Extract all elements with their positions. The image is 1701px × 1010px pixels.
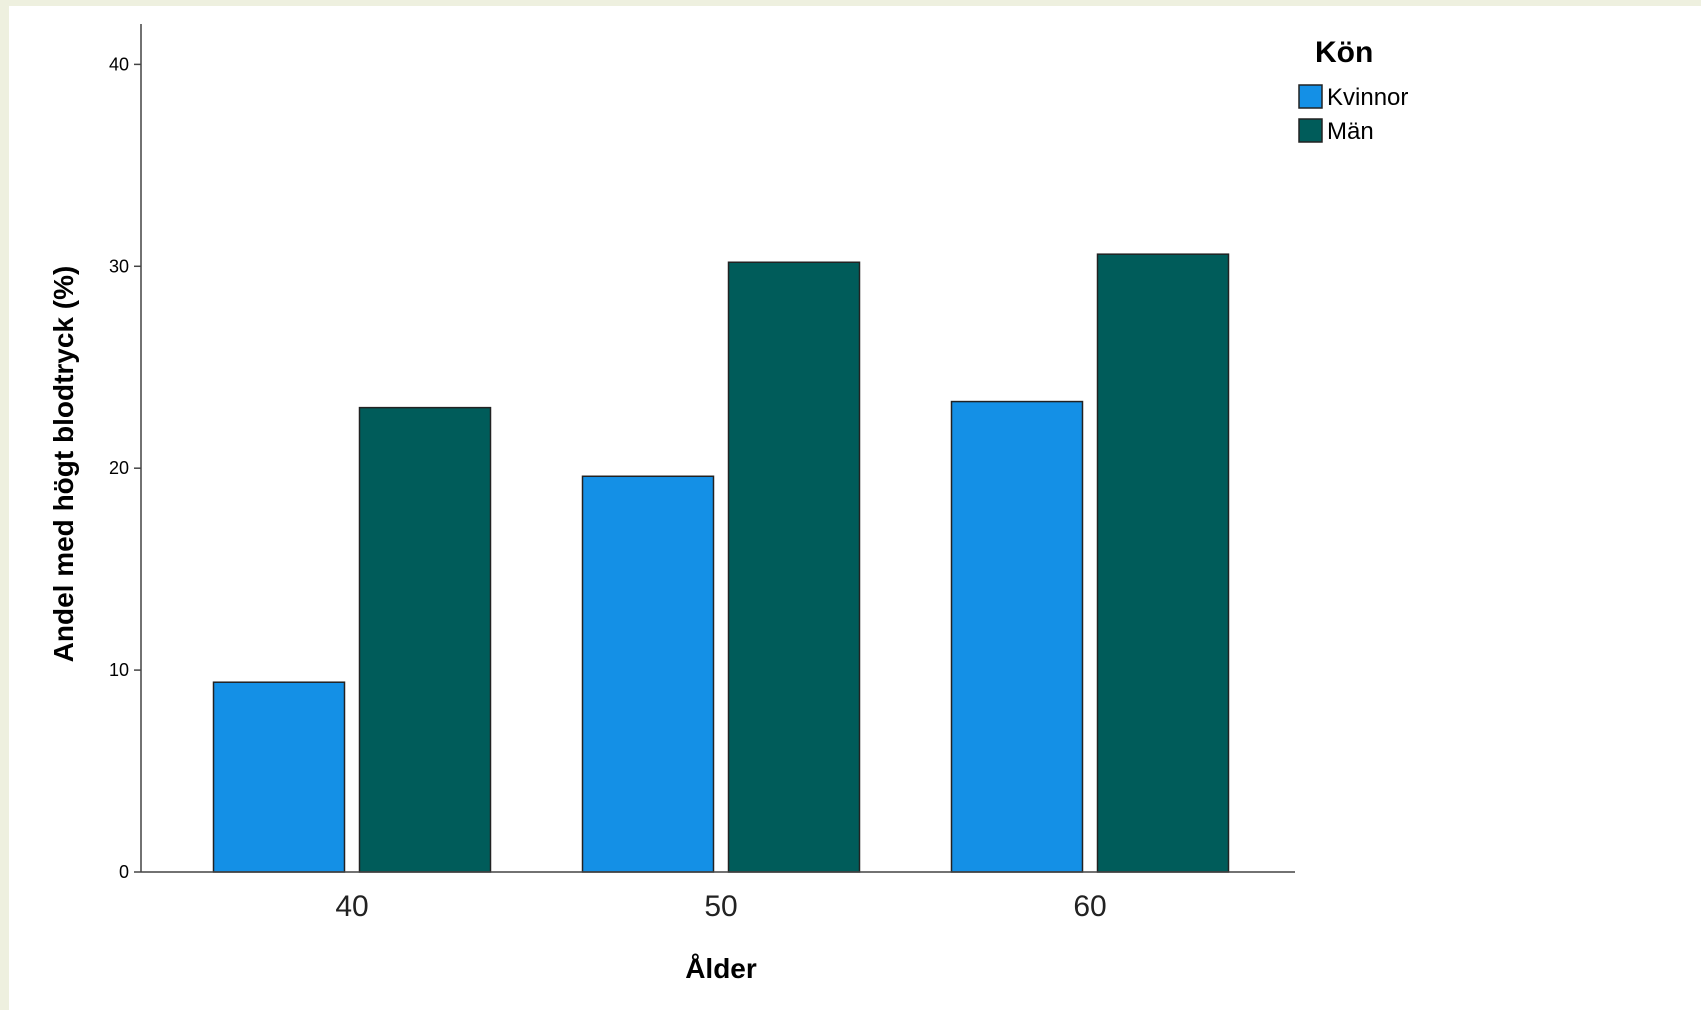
bar-kvinnor-40 bbox=[212, 681, 346, 873]
legend-label: Män bbox=[1327, 118, 1374, 145]
axes-layer bbox=[140, 24, 1295, 873]
bar-kvinnor-60 bbox=[950, 400, 1084, 873]
chart-frame: 0 10 20 30 40 40 50 60 Andel med högt blodtryc… bbox=[9, 6, 1701, 1010]
bar-man-50 bbox=[727, 261, 861, 873]
y-tick-label: 40 bbox=[109, 54, 129, 74]
bars-layer bbox=[212, 253, 1230, 873]
legend-items: Kvinnor Män bbox=[1298, 84, 1408, 145]
y-tick-label: 0 bbox=[119, 862, 129, 882]
legend: Kön Kvinnor Män bbox=[1298, 36, 1408, 145]
x-axis-title: Ålder bbox=[685, 953, 757, 984]
legend-title: Kön bbox=[1315, 36, 1373, 69]
x-tick-label: 60 bbox=[1073, 890, 1106, 923]
x-tick-label: 40 bbox=[335, 890, 368, 923]
legend-swatch bbox=[1298, 84, 1323, 109]
y-ticks: 0 10 20 30 40 bbox=[109, 54, 141, 882]
legend-label: Kvinnor bbox=[1327, 84, 1408, 111]
x-ticks: 40 50 60 bbox=[335, 890, 1106, 923]
y-tick-label: 10 bbox=[109, 660, 129, 680]
y-axis-title: Andel med högt blodtryck (%) bbox=[48, 266, 79, 663]
bar-man-40 bbox=[358, 406, 492, 873]
y-tick-label: 30 bbox=[109, 256, 129, 276]
bar-man-60 bbox=[1096, 253, 1230, 873]
bar-kvinnor-50 bbox=[581, 475, 715, 873]
legend-swatch bbox=[1298, 118, 1323, 143]
bar-chart: 0 10 20 30 40 40 50 60 Andel med högt blodtryc… bbox=[48, 24, 1408, 984]
y-tick-label: 20 bbox=[109, 458, 129, 478]
x-tick-label: 50 bbox=[704, 890, 737, 923]
